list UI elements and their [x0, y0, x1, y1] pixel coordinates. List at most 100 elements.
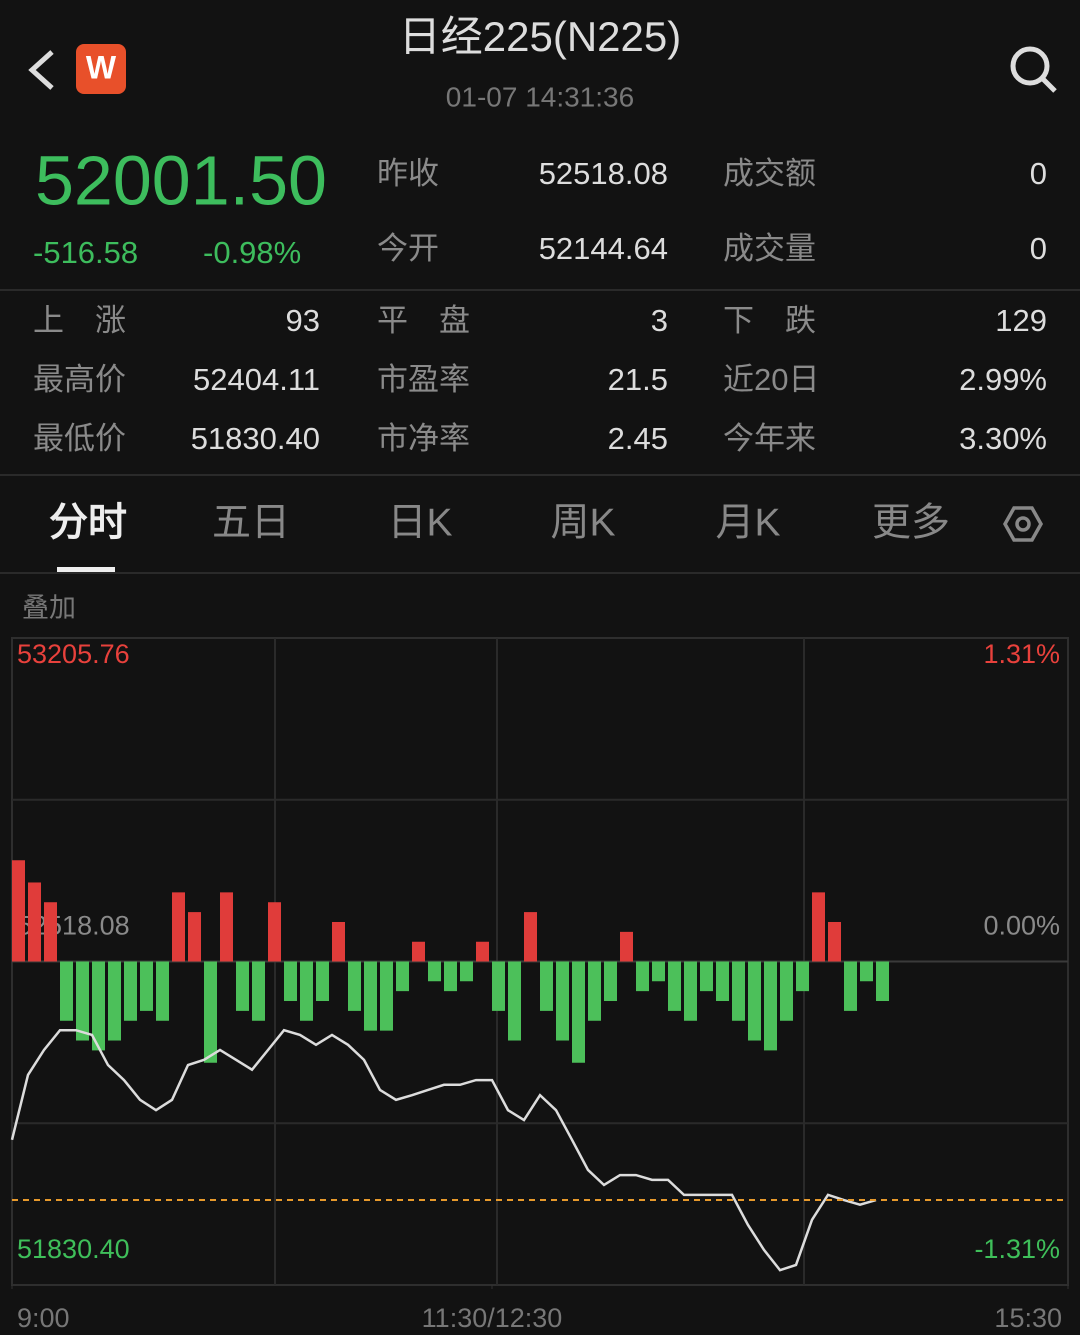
indicator-bar — [108, 961, 121, 1041]
y2-tick-label: 0.00% — [983, 911, 1060, 941]
indicator-bar — [268, 902, 281, 962]
indicator-bar — [812, 892, 825, 962]
tab[interactable]: 分时 — [49, 501, 127, 544]
indicator-bar — [332, 921, 345, 962]
y2-tick-label: -1.31% — [974, 1234, 1060, 1264]
tab[interactable]: 月K — [715, 501, 780, 544]
search-button[interactable] — [1010, 46, 1057, 93]
y-tick-label: 51830.40 — [17, 1234, 130, 1264]
indicator-bar — [124, 961, 137, 1021]
indicator-bar — [572, 961, 585, 1063]
indicator-bar — [492, 961, 505, 1011]
title: 日经225(N225) — [399, 13, 681, 60]
settings-button[interactable] — [1002, 506, 1044, 542]
indicator-bar — [828, 921, 841, 962]
tab[interactable]: 更多 — [872, 501, 950, 544]
indicator-bar — [476, 941, 489, 962]
stat-value: 21.5 — [608, 362, 668, 397]
indicator-bar — [12, 860, 25, 962]
indicator-bar — [188, 912, 201, 962]
indicator-bar — [60, 961, 73, 1021]
indicator-bar — [364, 961, 377, 1031]
stat-label: 市盈率 — [377, 362, 470, 397]
stat-label: 今开 — [377, 231, 439, 266]
indicator-bar — [396, 961, 409, 992]
indicator-bar — [284, 961, 297, 1002]
stat-label: 今年来 — [723, 421, 816, 456]
price-line — [10, 1028, 877, 1272]
indicator-bar — [236, 961, 249, 1011]
stat-label: 平 盘 — [377, 303, 470, 338]
indicator-bar — [780, 961, 793, 1021]
tab[interactable]: 五日 — [212, 501, 290, 544]
indicator-bar — [748, 961, 761, 1041]
indicator-bar — [668, 961, 681, 1011]
indicator-bar — [140, 961, 153, 1011]
stat-label: 昨收 — [377, 156, 439, 191]
stat-value: 0 — [1030, 231, 1047, 266]
indicator-bar — [76, 961, 89, 1041]
stat-value: 3.30% — [959, 421, 1047, 456]
price: 52001.50 — [35, 141, 327, 219]
stat-label: 成交量 — [723, 231, 816, 266]
indicator-bar — [172, 892, 185, 962]
indicator-bar — [764, 961, 777, 1051]
logo-badge — [76, 44, 126, 94]
search-icon — [1041, 77, 1057, 93]
settings-icon — [1015, 516, 1031, 532]
stat-label: 上 涨 — [33, 303, 126, 338]
x-tick-label: 11:30/12:30 — [422, 1303, 563, 1333]
stat-value: 3 — [651, 303, 668, 338]
stat-value: 2.45 — [608, 421, 668, 456]
indicator-bar — [92, 961, 105, 1051]
change: -516.58 — [33, 235, 138, 270]
settings-icon — [1002, 506, 1044, 542]
indicator-bar — [860, 961, 873, 982]
stat-label: 下 跌 — [723, 303, 816, 338]
stat-value: 52404.11 — [193, 362, 320, 397]
search-icon — [1010, 46, 1050, 86]
indicator-bar — [588, 961, 601, 1021]
indicator-bar — [508, 961, 521, 1041]
indicator-bar — [44, 902, 57, 962]
stat-value: 51830.40 — [191, 421, 320, 456]
y-tick-label: 53205.76 — [17, 639, 130, 669]
x-tick-label: 15:30 — [994, 1303, 1062, 1333]
indicator-bar — [220, 892, 233, 962]
indicator-bar — [252, 961, 265, 1021]
indicator-bar — [316, 961, 329, 1002]
indicator-bar — [556, 961, 569, 1041]
stat-value: 93 — [286, 303, 320, 338]
stat-label: 近20日 — [723, 362, 819, 397]
stat-label: 成交额 — [723, 156, 816, 191]
stat-value: 52518.08 — [539, 156, 668, 191]
stat-label: 最低价 — [33, 421, 126, 456]
stat-value: 129 — [995, 303, 1047, 338]
logo-text: W — [86, 49, 117, 85]
overlay-button[interactable]: 叠加 — [22, 593, 76, 623]
indicator-bar — [684, 961, 697, 1021]
x-tick-label: 9:00 — [17, 1303, 70, 1333]
indicator-bar — [540, 961, 553, 1011]
indicator-bar — [460, 961, 473, 982]
back-button[interactable] — [28, 50, 54, 90]
tab[interactable]: 日K — [387, 501, 452, 544]
tab-underline — [57, 567, 115, 572]
indicator-bar — [428, 961, 441, 982]
indicator-bar — [796, 961, 809, 992]
indicator-bar — [412, 941, 425, 962]
indicator-bar — [28, 882, 41, 962]
stat-value: 2.99% — [959, 362, 1047, 397]
indicator-bar — [652, 961, 665, 982]
tab[interactable]: 周K — [550, 501, 615, 544]
stat-value: 0 — [1030, 156, 1047, 191]
indicator-bar — [876, 961, 889, 1002]
indicator-bar — [380, 961, 393, 1031]
indicator-bar — [700, 961, 713, 992]
change-pct: -0.98% — [203, 235, 301, 270]
indicator-bar — [604, 961, 617, 1002]
indicator-bar — [732, 961, 745, 1021]
